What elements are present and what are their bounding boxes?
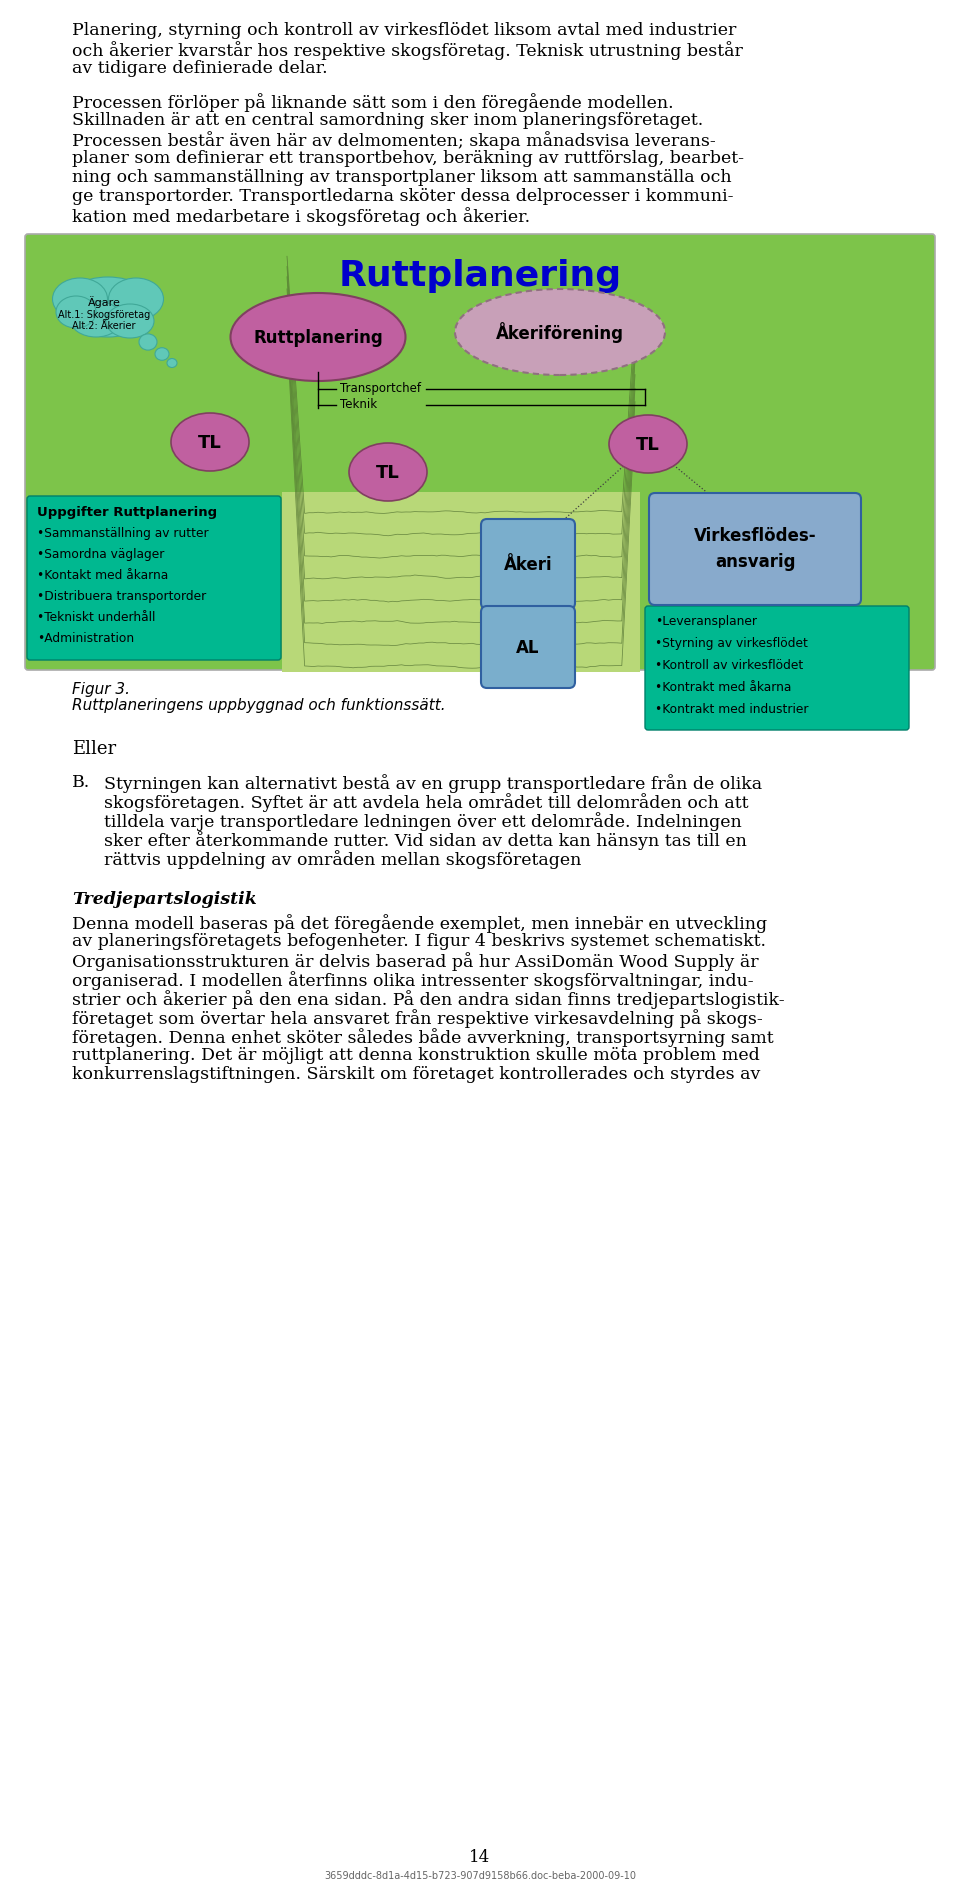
Ellipse shape	[56, 297, 96, 329]
Text: Uppgifter Ruttplanering: Uppgifter Ruttplanering	[37, 506, 217, 519]
Text: •Sammanställning av rutter: •Sammanställning av rutter	[37, 527, 208, 540]
Text: •Kontrakt med industrier: •Kontrakt med industrier	[655, 703, 808, 716]
FancyBboxPatch shape	[645, 606, 909, 731]
Text: •Kontakt med åkarna: •Kontakt med åkarna	[37, 569, 168, 582]
Text: och åkerier kvarstår hos respektive skogsföretag. Teknisk utrustning består: och åkerier kvarstår hos respektive skog…	[72, 42, 743, 60]
FancyBboxPatch shape	[649, 493, 861, 606]
Text: Ruttplaneringens uppbyggnad och funktionssätt.: Ruttplaneringens uppbyggnad och funktion…	[72, 697, 445, 712]
Text: Ruttplanering: Ruttplanering	[339, 259, 621, 293]
Text: •Samordna väglager: •Samordna väglager	[37, 548, 164, 561]
Text: •Kontrakt med åkarna: •Kontrakt med åkarna	[655, 680, 791, 693]
Text: TL: TL	[636, 436, 660, 453]
Ellipse shape	[70, 302, 122, 338]
Text: •Tekniskt underhåll: •Tekniskt underhåll	[37, 610, 156, 623]
Text: kation med medarbetare i skogsföretag och åkerier.: kation med medarbetare i skogsföretag oc…	[72, 208, 530, 227]
Text: strier och åkerier på den ena sidan. På den andra sidan finns tredjepartslogisti: strier och åkerier på den ena sidan. På …	[72, 990, 784, 1009]
Text: Virkesflödes-: Virkesflödes-	[694, 527, 816, 544]
Text: företaget som övertar hela ansvaret från respektive virkesavdelning på skogs-: företaget som övertar hela ansvaret från…	[72, 1009, 763, 1028]
Text: Tredjepartslogistik: Tredjepartslogistik	[72, 890, 256, 907]
Ellipse shape	[53, 280, 108, 321]
Text: Alt.1: Skogsföretag: Alt.1: Skogsföretag	[58, 310, 150, 319]
Text: Åkeri: Åkeri	[504, 555, 552, 574]
Text: planer som definierar ett transportbehov, beräkning av ruttförslag, bearbet-: planer som definierar ett transportbehov…	[72, 149, 744, 166]
Text: organiserad. I modellen återfinns olika intressenter skogsförvaltningar, indu-: organiserad. I modellen återfinns olika …	[72, 971, 754, 990]
Text: Organisationsstrukturen är delvis baserad på hur AssiDomän Wood Supply är: Organisationsstrukturen är delvis basera…	[72, 952, 758, 971]
Ellipse shape	[230, 295, 405, 382]
Ellipse shape	[455, 289, 665, 376]
Text: Alt.2: Åkerier: Alt.2: Åkerier	[72, 321, 135, 331]
Text: Ruttplanering: Ruttplanering	[253, 329, 383, 348]
FancyBboxPatch shape	[481, 606, 575, 689]
Bar	[282, 493, 640, 672]
Text: Eller: Eller	[72, 740, 116, 757]
Text: Denna modell baseras på det föregående exemplet, men innebär en utveckling: Denna modell baseras på det föregående e…	[72, 914, 767, 933]
Text: Ägare: Ägare	[87, 297, 120, 308]
Text: B.: B.	[72, 774, 90, 791]
Ellipse shape	[60, 278, 156, 338]
Text: 14: 14	[469, 1849, 491, 1866]
Text: skogsföretagen. Syftet är att avdela hela området till delområden och att: skogsföretagen. Syftet är att avdela hel…	[104, 793, 749, 812]
Text: Skillnaden är att en central samordning sker inom planeringsföretaget.: Skillnaden är att en central samordning …	[72, 111, 704, 128]
Text: konkurrenslagstiftningen. Särskilt om företaget kontrollerades och styrdes av: konkurrenslagstiftningen. Särskilt om fö…	[72, 1065, 760, 1082]
Text: •Kontroll av virkesflödet: •Kontroll av virkesflödet	[655, 659, 804, 672]
Text: ge transportorder. Transportledarna sköter dessa delprocesser i kommuni-: ge transportorder. Transportledarna sköt…	[72, 187, 733, 204]
Text: •Styrning av virkesflödet: •Styrning av virkesflödet	[655, 637, 808, 650]
Text: Planering, styrning och kontroll av virkesflödet liksom avtal med industrier: Planering, styrning och kontroll av virk…	[72, 23, 736, 40]
Text: rättvis uppdelning av områden mellan skogsföretagen: rättvis uppdelning av områden mellan sko…	[104, 850, 582, 869]
Text: ning och sammanställning av transportplaner liksom att sammanställa och: ning och sammanställning av transportpla…	[72, 168, 732, 185]
Text: företagen. Denna enhet sköter således både avverkning, transportsyrning samt: företagen. Denna enhet sköter således bå…	[72, 1028, 774, 1047]
Text: av planeringsföretagets befogenheter. I figur 4 beskrivs systemet schematiskt.: av planeringsföretagets befogenheter. I …	[72, 933, 766, 950]
Text: 3659dddc-8d1a-4d15-b723-907d9158b66.doc-beba-2000-09-10: 3659dddc-8d1a-4d15-b723-907d9158b66.doc-…	[324, 1870, 636, 1880]
Ellipse shape	[155, 348, 169, 361]
Text: ansvarig: ansvarig	[715, 553, 795, 570]
Ellipse shape	[609, 416, 687, 474]
Text: Styrningen kan alternativt bestå av en grupp transportledare från de olika: Styrningen kan alternativt bestå av en g…	[104, 774, 762, 793]
Text: Transportchef: Transportchef	[340, 382, 421, 395]
Text: AL: AL	[516, 638, 540, 657]
Text: TL: TL	[198, 434, 222, 451]
Text: ruttplanering. Det är möjligt att denna konstruktion skulle möta problem med: ruttplanering. Det är möjligt att denna …	[72, 1047, 759, 1064]
FancyBboxPatch shape	[27, 497, 281, 661]
Text: •Administration: •Administration	[37, 631, 134, 644]
Text: Processen består även här av delmomenten; skapa månadsvisa leverans-: Processen består även här av delmomenten…	[72, 130, 716, 149]
Text: Figur 3.: Figur 3.	[72, 682, 130, 697]
Ellipse shape	[171, 414, 249, 472]
Ellipse shape	[139, 334, 157, 351]
Ellipse shape	[349, 444, 427, 502]
Text: Teknik: Teknik	[340, 399, 377, 412]
Text: av tidigare definierade delar.: av tidigare definierade delar.	[72, 60, 327, 77]
FancyBboxPatch shape	[481, 519, 575, 610]
Text: •Leveransplaner: •Leveransplaner	[655, 614, 757, 627]
Text: Processen förlöper på liknande sätt som i den föregående modellen.: Processen förlöper på liknande sätt som …	[72, 93, 674, 111]
Text: tilldela varje transportledare ledningen över ett delområde. Indelningen: tilldela varje transportledare ledningen…	[104, 812, 742, 831]
Text: Åkeriförening: Åkeriförening	[496, 323, 624, 344]
Text: TL: TL	[376, 465, 400, 482]
Ellipse shape	[108, 280, 163, 321]
FancyBboxPatch shape	[25, 234, 935, 671]
Ellipse shape	[106, 304, 154, 338]
Text: sker efter återkommande rutter. Vid sidan av detta kan hänsyn tas till en: sker efter återkommande rutter. Vid sida…	[104, 831, 747, 850]
Ellipse shape	[167, 359, 177, 368]
Text: •Distribuera transportorder: •Distribuera transportorder	[37, 589, 206, 603]
